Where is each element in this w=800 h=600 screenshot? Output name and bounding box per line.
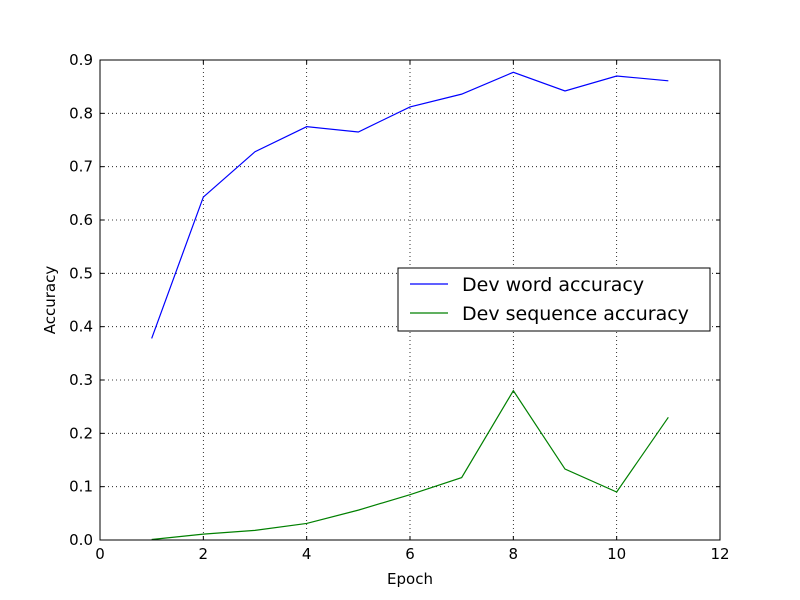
x-axis-label: Epoch xyxy=(387,570,433,588)
x-tick-label: 4 xyxy=(302,545,312,563)
x-tick-label: 0 xyxy=(95,545,105,563)
y-axis-label: Accuracy xyxy=(41,266,59,335)
y-tick-label: 0.1 xyxy=(69,478,93,496)
y-tick-label: 0.9 xyxy=(69,51,93,69)
legend-label: Dev sequence accuracy xyxy=(462,303,689,325)
x-tick-label: 2 xyxy=(199,545,209,563)
y-tick-label: 0.8 xyxy=(69,104,93,122)
x-tick-label: 8 xyxy=(509,545,519,563)
x-tick-label: 12 xyxy=(710,545,729,563)
legend-label: Dev word accuracy xyxy=(462,274,644,296)
ticks: 0 2 4 6 8 10 12 0.0 0.1 0.2 0.3 0.4 0.5 0.6 0.7 0.8 0.9 xyxy=(69,51,729,563)
series-line-2 xyxy=(151,389,669,541)
y-tick-label: 0.0 xyxy=(69,531,93,549)
legend-box xyxy=(397,267,711,332)
y-tick-label: 0.7 xyxy=(69,158,93,176)
x-tick-label: 6 xyxy=(405,545,415,563)
legend: Dev word accuracy Dev sequence accuracy xyxy=(397,267,711,332)
y-tick-label: 0.2 xyxy=(69,424,93,442)
y-tick-label: 0.3 xyxy=(69,371,93,389)
y-tick-label: 0.5 xyxy=(69,264,93,282)
x-tick-label: 10 xyxy=(607,545,626,563)
series-layer xyxy=(151,71,669,541)
series-line-1 xyxy=(151,71,669,339)
y-tick-label: 0.6 xyxy=(69,211,93,229)
y-tick-label: 0.4 xyxy=(69,318,93,336)
